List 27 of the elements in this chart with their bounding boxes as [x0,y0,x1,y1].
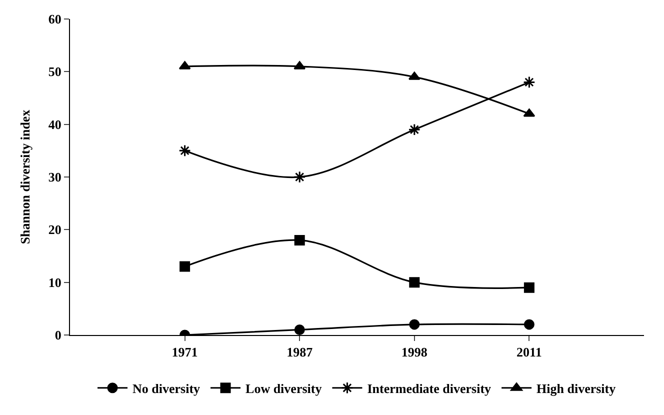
point [523,76,536,88]
legend-label: Low diversity [246,380,322,396]
x-tick-label: 1971 [172,344,198,360]
y-axis-title: Shannon diversity index [17,109,32,244]
point [294,324,305,335]
point [293,170,306,184]
x-tick-label: 1987 [286,344,314,360]
point [178,144,191,157]
x-tick-label: 2011 [516,344,542,360]
y-tick-label: 40 [48,116,62,132]
point [408,123,421,136]
y-tick-label: 20 [48,222,62,238]
legend-label: No diversity [132,380,201,396]
y-tick-label: 60 [48,12,62,27]
point [524,319,534,330]
y-tick-label: 10 [48,274,62,290]
point [294,234,305,246]
point [409,277,420,288]
x-tick-label: 1998 [401,344,428,360]
y-tick-label: 50 [48,64,62,80]
legend-label: High diversity [536,380,616,396]
point [180,261,190,272]
point [524,282,534,293]
y-tick-label: 0 [54,328,62,343]
legend-label: Intermediate diversity [367,380,492,396]
y-tick-label: 30 [48,170,62,185]
point [409,319,420,330]
